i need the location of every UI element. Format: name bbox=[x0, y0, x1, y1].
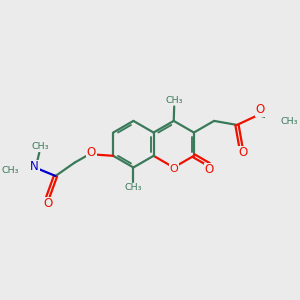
Text: O: O bbox=[169, 164, 178, 174]
Text: CH₃: CH₃ bbox=[165, 96, 183, 105]
Text: CH₃: CH₃ bbox=[32, 142, 49, 152]
Text: O: O bbox=[43, 197, 52, 210]
Text: O: O bbox=[255, 103, 265, 116]
Text: N: N bbox=[30, 160, 39, 173]
Text: CH₃: CH₃ bbox=[281, 117, 298, 126]
Text: CH₃: CH₃ bbox=[125, 183, 142, 192]
Text: O: O bbox=[87, 146, 96, 159]
Text: O: O bbox=[204, 163, 214, 176]
Text: O: O bbox=[238, 146, 247, 160]
Text: CH₃: CH₃ bbox=[2, 166, 20, 175]
